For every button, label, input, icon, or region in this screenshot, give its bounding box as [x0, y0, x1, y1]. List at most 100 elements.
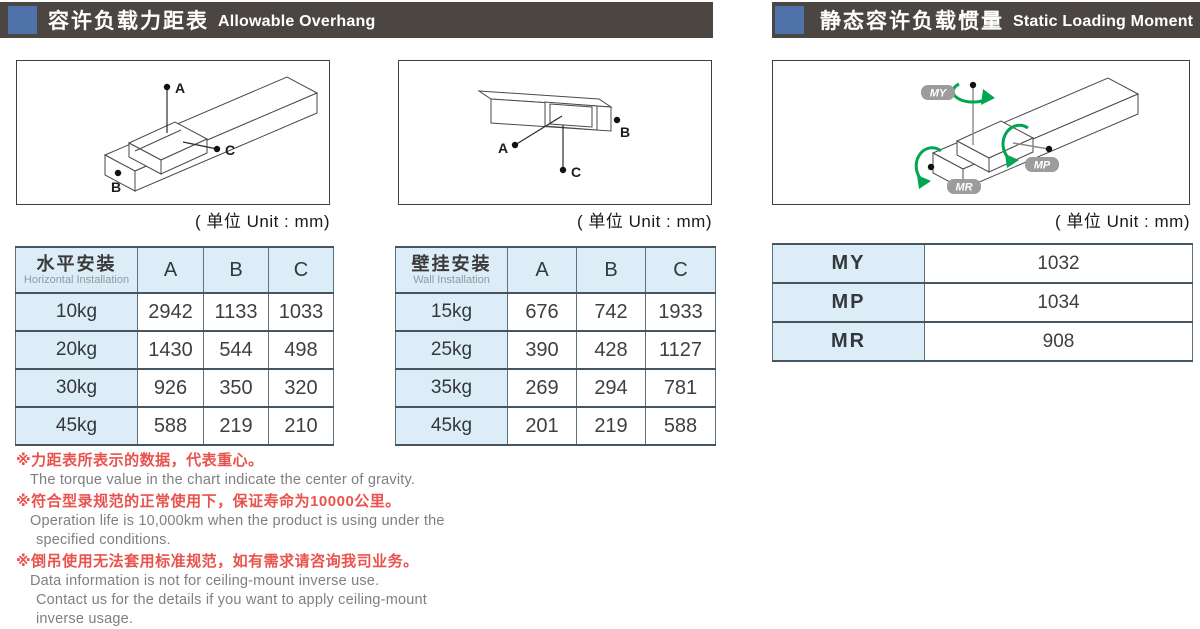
- my-axis-dot: [969, 81, 977, 89]
- mp-badge: [1025, 157, 1059, 172]
- note-zh-3: ※倒吊使用无法套用标准规范，如有需求请咨询我司业务。: [16, 553, 419, 570]
- value-cell: 588: [645, 406, 716, 446]
- table-row: MP 1034: [772, 282, 1193, 323]
- value-cell: 219: [203, 406, 269, 446]
- value-cell: 1430: [137, 330, 204, 370]
- column-header-a: A: [137, 246, 204, 294]
- value-cell: 350: [203, 368, 269, 408]
- point-b-dot: [114, 169, 122, 177]
- point-b-label: B: [111, 179, 121, 195]
- load-cell: 10kg: [15, 292, 138, 332]
- moment-value-cell: 1032: [924, 243, 1193, 284]
- section-header-static-loading-moment: 静态容许负载惯量 Static Loading Moment: [772, 2, 1200, 38]
- dimension-line-a: [514, 115, 563, 146]
- value-cell: 588: [137, 406, 204, 446]
- value-cell: 390: [507, 330, 577, 370]
- note-zh-1: ※力距表所表示的数据，代表重心。: [16, 452, 264, 469]
- my-label: MY: [930, 88, 948, 100]
- diagram-wall-installation: A B C: [398, 60, 712, 205]
- column-header-c: C: [645, 246, 716, 294]
- value-cell: 1033: [268, 292, 334, 332]
- table-title-zh: 壁挂安装: [411, 254, 492, 274]
- slider-outer-face: [544, 101, 598, 131]
- mr-axis-dot: [927, 163, 935, 171]
- slider-end-face: [956, 140, 990, 173]
- value-cell: 320: [268, 368, 334, 408]
- table-static-loading-moment: MY 1032 MP 1034 MR 908: [772, 243, 1193, 362]
- point-a-dot: [163, 83, 171, 91]
- mr-label: MR: [955, 182, 972, 194]
- point-c-label: C: [225, 142, 235, 158]
- mp-arrowhead: [1005, 154, 1019, 168]
- table-horizontal-installation: 水平安装 Horizontal Installation A B C 10kg …: [15, 246, 334, 446]
- wall-rail-drawing: A B C: [477, 90, 630, 180]
- value-cell: 294: [576, 368, 646, 408]
- section-title-zh: 静态容许负载惯量: [820, 10, 1004, 33]
- moment-value-cell: 1034: [924, 282, 1193, 323]
- diagram-moment-axes: MY MP MR: [772, 60, 1190, 205]
- load-cell: 25kg: [395, 330, 508, 370]
- table-row: MY 1032: [772, 243, 1193, 284]
- slider-groove-line: [134, 129, 182, 152]
- value-cell: 498: [268, 330, 334, 370]
- mp-axis-line: [1012, 142, 1050, 150]
- note-en-3-cont: Contact us for the details if you want t…: [36, 592, 428, 608]
- footnotes: ※力距表所表示的数据，代表重心。 The torque value in the…: [16, 449, 576, 629]
- dimension-line-c: [182, 141, 218, 150]
- mr-arrowhead: [917, 175, 931, 189]
- value-cell: 1127: [645, 330, 716, 370]
- point-a-dot: [511, 141, 519, 149]
- point-a-label: A: [175, 80, 185, 96]
- value-cell: 2942: [137, 292, 204, 332]
- table-title-cell: 壁挂安装 Wall Installation: [395, 246, 508, 294]
- load-cell: 45kg: [395, 406, 508, 446]
- value-cell: 926: [137, 368, 204, 408]
- point-b-dot: [613, 116, 621, 124]
- table-wall-installation: 壁挂安装 Wall Installation A B C 15kg 676 74…: [395, 246, 716, 446]
- load-cell: 30kg: [15, 368, 138, 408]
- table-row: 45kg 201 219 588: [395, 406, 716, 446]
- moment-value-cell: 908: [924, 321, 1193, 362]
- my-badge: [921, 85, 955, 100]
- moment-label-cell: MY: [772, 243, 925, 284]
- value-cell: 544: [203, 330, 269, 370]
- table-row: 30kg 926 350 320: [15, 368, 334, 408]
- value-cell: 742: [576, 292, 646, 332]
- point-a-label: A: [498, 140, 508, 156]
- table-row: 35kg 269 294 781: [395, 368, 716, 408]
- unit-label: ( 单位 Unit : mm): [577, 212, 712, 231]
- unit-label: ( 单位 Unit : mm): [195, 212, 330, 231]
- table-row: MR 908: [772, 321, 1193, 362]
- load-cell: 20kg: [15, 330, 138, 370]
- point-c-dot: [213, 145, 221, 153]
- moment-label-cell: MP: [772, 282, 925, 323]
- slider-inner-line: [549, 103, 593, 128]
- table-title-zh: 水平安装: [36, 254, 117, 274]
- mp-label: MP: [1034, 160, 1051, 172]
- value-cell: 781: [645, 368, 716, 408]
- table-row: 10kg 2942 1133 1033: [15, 292, 334, 332]
- point-c-label: C: [571, 164, 581, 180]
- table-title-en: Wall Installation: [413, 274, 490, 286]
- table-title-en: Horizontal Installation: [23, 274, 130, 286]
- note-en-2: Operation life is 10,000km when the prod…: [30, 513, 445, 529]
- load-cell: 15kg: [395, 292, 508, 332]
- section-title-en: Static Loading Moment: [1013, 13, 1194, 30]
- table-row: 15kg 676 742 1933: [395, 292, 716, 332]
- blue-square-icon: [775, 6, 804, 34]
- point-c-dot: [559, 166, 567, 174]
- note-en-3: Data information is not for ceiling-moun…: [30, 573, 380, 589]
- table-header-row: 壁挂安装 Wall Installation A B C: [395, 246, 716, 294]
- mp-axis-dot: [1045, 145, 1053, 153]
- moment-rail-drawing: MY MP MR: [914, 77, 1140, 194]
- unit-label: ( 单位 Unit : mm): [1055, 212, 1190, 231]
- value-cell: 201: [507, 406, 577, 446]
- column-header-b: B: [203, 246, 269, 294]
- note-en-3-cont2: inverse usage.: [36, 611, 134, 627]
- point-b-label: B: [620, 124, 630, 140]
- diagram-horizontal-installation: A B C: [16, 60, 330, 205]
- table-row: 45kg 588 219 210: [15, 406, 334, 446]
- note-en-1: The torque value in the chart indicate t…: [30, 472, 416, 488]
- my-arrowhead: [981, 89, 995, 105]
